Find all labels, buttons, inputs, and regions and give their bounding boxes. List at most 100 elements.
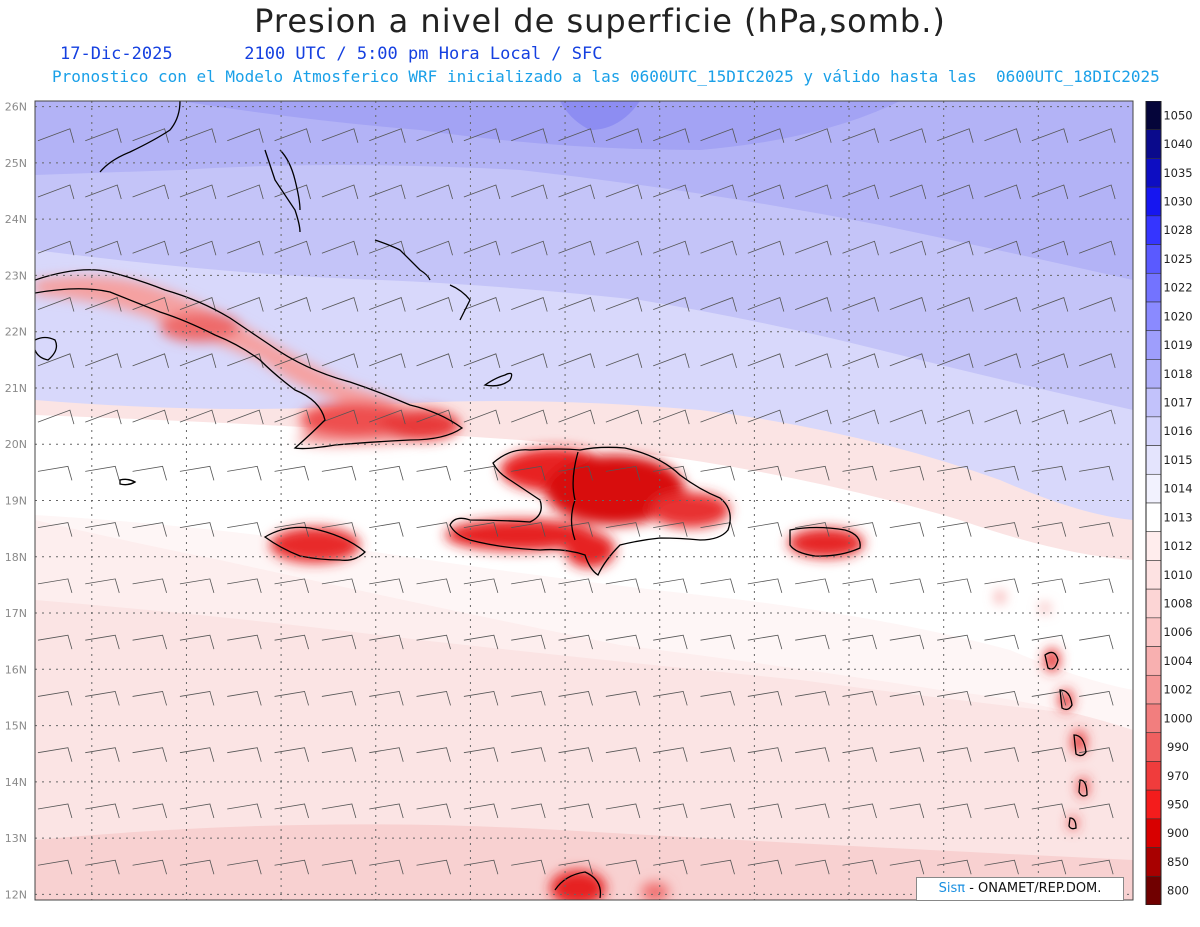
wind-barb [842,634,877,650]
wind-barb [605,353,643,368]
wind-barb [937,184,974,200]
colorbar-label: 1013 [1163,510,1192,524]
wind-barb [132,465,167,481]
wind-barb [1031,747,1067,762]
wind-barb [369,465,404,481]
wind-barb [37,747,73,762]
wind-barb [795,803,830,819]
lat-label: 24N [5,213,27,226]
wind-barb [321,803,357,819]
wind-barb [179,240,217,256]
colorbar-label: 1020 [1163,309,1192,323]
wind-barb [984,522,1019,537]
wind-barb [321,353,359,368]
wind-barb [984,803,1019,819]
wind-barb [321,859,357,875]
wind-barb [605,634,641,650]
wind-barb [605,409,643,425]
wind-barb [511,859,546,875]
wind-barb [937,859,972,875]
lat-tick-labels: 26N 25N 24N 23N 22N 21N 20N 19N 18N 17N 16N 15N 14N 1… [5,101,27,902]
wind-barb [558,690,593,706]
colorbar-swatch [1145,875,1162,905]
wind-barb [85,690,120,706]
wind-barb [558,634,593,650]
colorbar-swatch [1145,818,1162,848]
wind-barb [653,803,688,819]
colorbar-label: 900 [1167,826,1189,840]
wind-barb [369,353,406,368]
wind-barb [416,240,453,256]
wind-barb [179,184,217,200]
wind-barb [984,353,1021,368]
forecast-date: 17-Dic-2025 [60,44,173,64]
wind-barb [85,578,120,594]
lat-label: 22N [5,326,27,339]
wind-barb [605,184,643,200]
lat-label: 14N [5,776,27,789]
wind-barb [227,297,264,312]
wind-barb [937,128,974,143]
wind-barb [1031,353,1069,368]
wind-barb [1031,859,1067,875]
wind-barb [889,465,925,481]
wind-barb [463,465,499,481]
wind-barb [889,353,927,368]
wind-barb [795,353,832,368]
wind-barb [511,128,548,143]
wind-barb [227,690,262,706]
wind-barb [984,465,1019,481]
wind-barb [463,240,501,256]
wind-barb [984,128,1021,143]
wind-barb [463,353,501,368]
wind-barb [179,297,217,312]
wind-barb [605,128,643,143]
wind-barb [369,297,406,312]
wind-barb [700,634,735,650]
colorbar-swatch [1145,560,1162,590]
wind-barb [558,409,595,425]
wind-barb [179,690,215,706]
wind-barb [937,240,974,256]
colorbar-swatch [1145,588,1162,619]
wind-barb [85,522,120,537]
colorbar-swatch [1145,359,1162,389]
wind-barb [369,690,404,706]
wind-barb [605,465,641,481]
wind-barb [274,747,309,762]
wind-barb [795,128,832,143]
wind-barb [937,465,972,481]
lat-label: 18N [5,551,27,564]
lat-label: 21N [5,382,27,395]
wind-barb [747,240,785,256]
wind-barb [700,747,735,762]
colorbar-swatch [1145,502,1162,533]
colorbar-swatch [1145,244,1162,274]
wind-barb [653,522,688,537]
colorbar-label: 1010 [1163,568,1192,582]
wind-barb [227,184,264,200]
wind-barb [85,240,122,256]
wind-barb [511,803,546,819]
wind-barb [795,690,830,706]
wind-barb [747,409,785,425]
colorbar-swatch [1145,129,1162,159]
wind-barb [937,297,974,312]
colorbar-label: 1004 [1163,654,1192,668]
colorbar-label: 1012 [1163,539,1192,553]
wind-barb [700,690,735,706]
wind-barb [889,690,925,706]
wind-barb [747,184,785,200]
wind-barb [795,859,830,875]
wind-barb [37,297,75,312]
wind-barb [1031,803,1067,819]
wind-barb [416,184,453,200]
wind-barb [321,747,357,762]
wind-barb [605,297,643,312]
wind-barb [511,409,548,425]
wind-barb [1031,578,1067,594]
wind-barb [937,634,972,650]
wind-barb [511,522,546,537]
wind-barb [321,128,359,143]
wind-barb [984,297,1021,312]
